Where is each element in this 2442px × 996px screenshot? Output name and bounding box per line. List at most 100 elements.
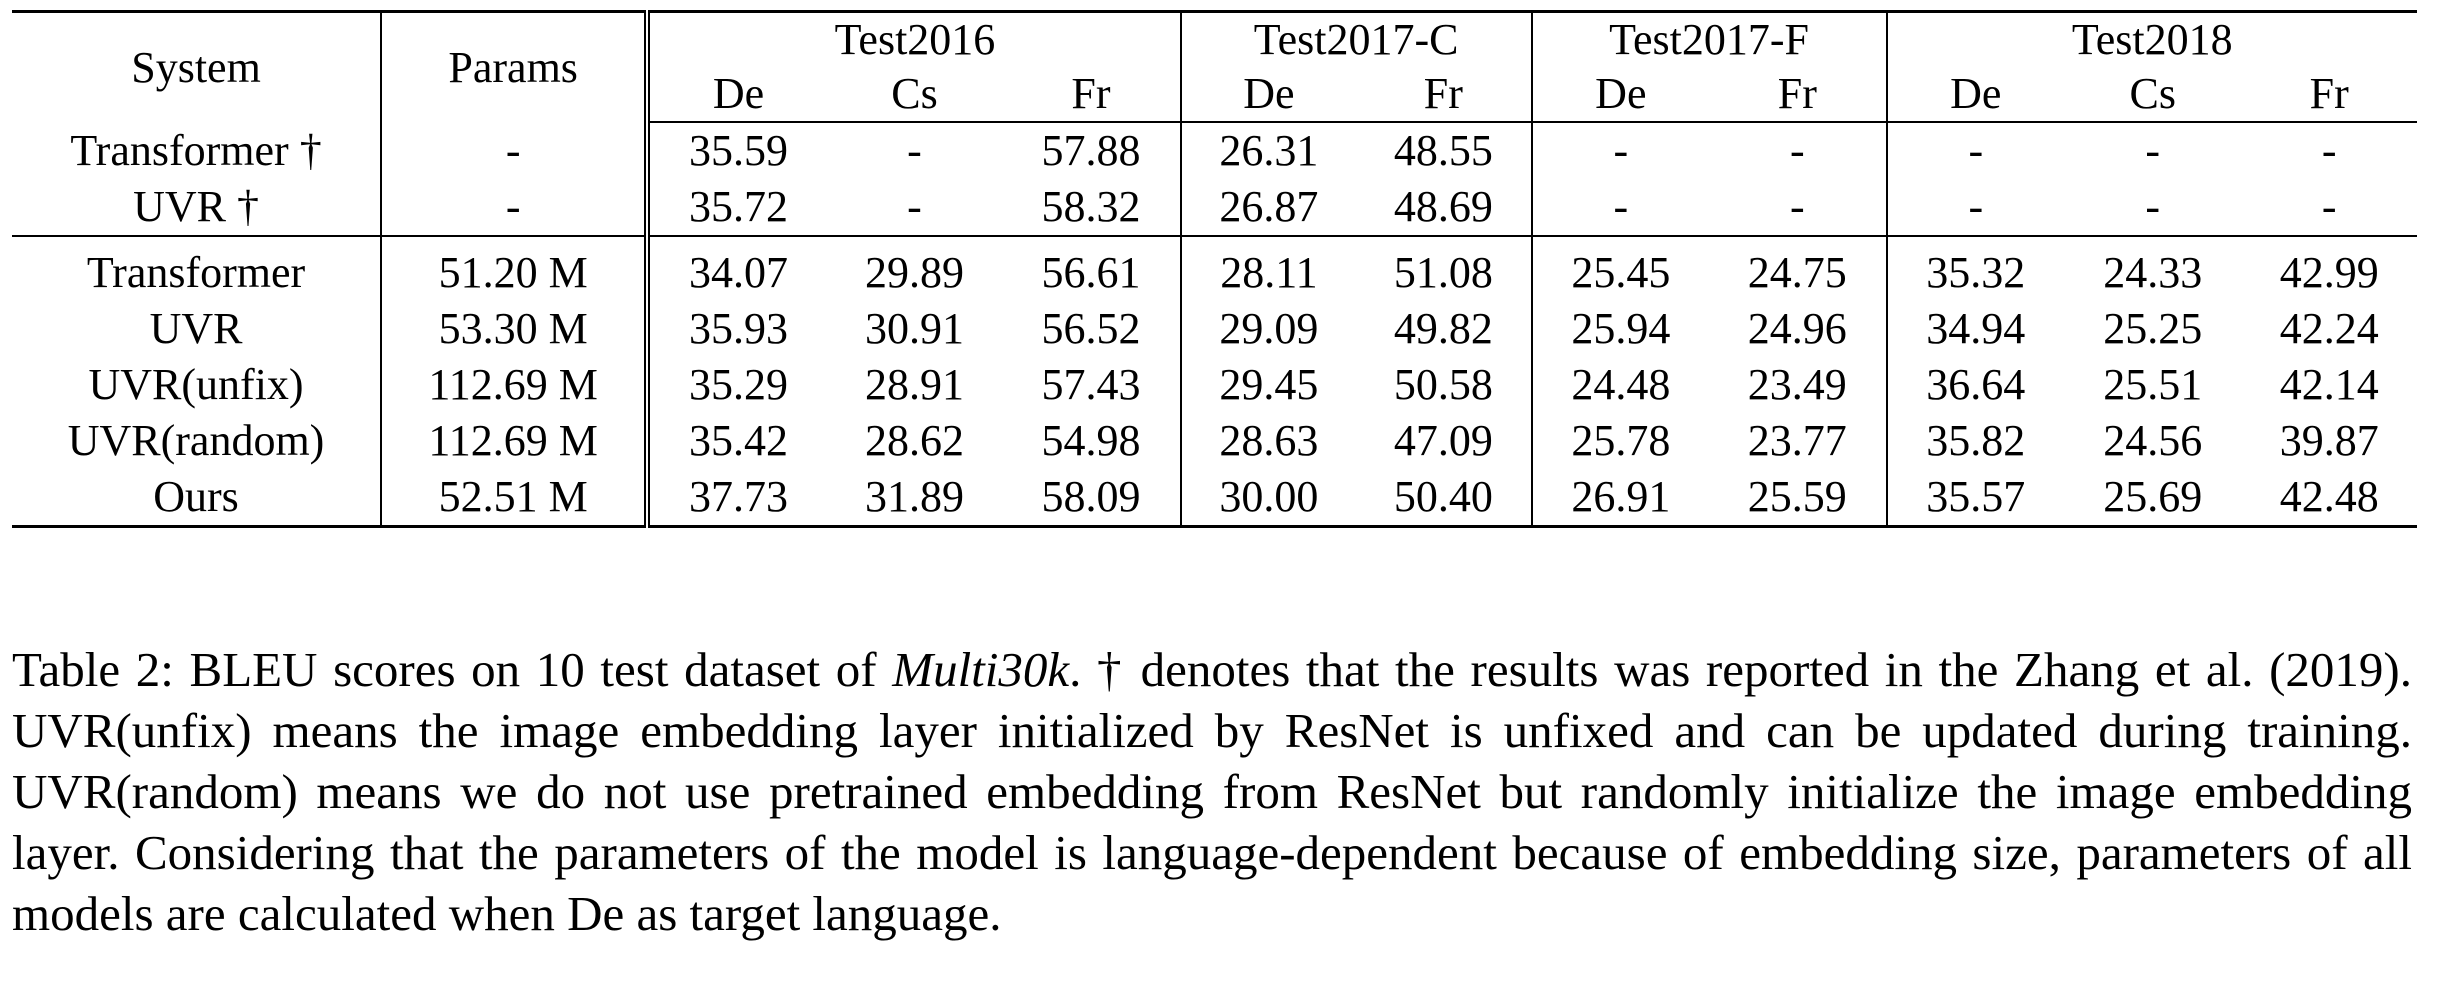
results-table: System Params Test2016 Test2017-C Test20… [12, 10, 2417, 528]
cell-system: UVR(unfix) [12, 357, 383, 413]
header-lang: Fr [1002, 67, 1182, 123]
header-lang: Cs [826, 67, 1003, 123]
cell-score: 58.09 [1002, 469, 1182, 528]
cell-score: 54.98 [1002, 413, 1182, 469]
cell-score: 35.32 [1926, 248, 2026, 297]
cell-params: 112.69 M [381, 357, 651, 413]
cell-score: 25.69 [2064, 469, 2242, 528]
cell-score: 28.62 [864, 416, 964, 465]
cell-score: - [907, 126, 922, 175]
cell-score: 23.77 [1709, 413, 1888, 469]
table-row: UVR(unfix) 112.69 M 35.29 28.91 57.43 29.45 50… [12, 357, 2417, 413]
cell-score: 35.82 [1926, 416, 2026, 465]
cell-params: 51.20 M [381, 236, 651, 301]
main-results-group: Transformer 51.20 M 34.07 29.89 56.61 28.11 51… [12, 236, 2417, 528]
cell-score: 50.58 [1356, 357, 1533, 413]
cell-score: 56.61 [1002, 236, 1182, 301]
cell-score: 29.89 [864, 248, 964, 297]
cell-score: 28.91 [864, 360, 964, 409]
cell-score: 49.82 [1356, 301, 1533, 357]
cell-score: 28.11 [1220, 248, 1318, 297]
table-row: UVR(random) 112.69 M 35.42 28.62 54.98 28.63 4… [12, 413, 2417, 469]
header-lang: De [1886, 67, 2064, 123]
table-row: UVR † -35.72-58.32 26.87 48.69- - - - - [12, 179, 2417, 237]
cell-score: 25.94 [1571, 304, 1671, 353]
header-group-test2017-f: Test2017-F [1531, 10, 1888, 67]
cell-score: - [2064, 179, 2242, 237]
cell-score: 51.08 [1356, 236, 1533, 301]
cell-score: 24.33 [2103, 248, 2203, 297]
cell-score: 26.87 [1180, 179, 1357, 237]
cell-score: - [1613, 126, 1629, 175]
cell-score: 35.57 [1886, 469, 2064, 528]
cell-score: 30.00 [1180, 469, 1357, 528]
cell-score: 47.09 [1356, 413, 1533, 469]
cell-params: - [381, 122, 651, 179]
header-lang: De [1531, 67, 1710, 123]
cell-score: - [2241, 179, 2417, 237]
cell-score: 36.64 [1926, 360, 2026, 409]
cell-score: - [1709, 179, 1888, 237]
header-lang: Cs [2064, 67, 2242, 123]
cell-score: 35.93 [689, 304, 788, 353]
header-lang: Fr [2241, 67, 2417, 123]
cell-score: 35.72 [647, 179, 827, 237]
header-row-languages: De Cs Fr De Fr De Fr De Cs Fr [12, 67, 2417, 123]
cell-score: 23.49 [1709, 357, 1888, 413]
header-group-test2016: Test2016 [647, 10, 1182, 67]
cell-score: 24.96 [1709, 301, 1888, 357]
cell-score: 25.51 [2103, 360, 2203, 409]
cell-score: 35.42 [689, 416, 788, 465]
cell-score: 24.48 [1571, 360, 1671, 409]
cell-score: 35.59 [689, 126, 788, 175]
caption-dataset-name: Multi30k [892, 642, 1070, 697]
cell-score: - [1886, 179, 2064, 237]
header-lang: Fr [1709, 67, 1888, 123]
table-row: UVR 53.30 M 35.93 30.91 56.52 29.09 49.82 25.94… [12, 301, 2417, 357]
cell-score: 42.14 [2279, 360, 2379, 409]
cell-score: 28.63 [1219, 416, 1319, 465]
cell-score: - [2145, 126, 2161, 175]
cell-score: 26.91 [1531, 469, 1710, 528]
cell-score: 50.40 [1356, 469, 1533, 528]
cell-system: UVR(random) [12, 413, 383, 469]
cell-score: 48.69 [1356, 179, 1533, 237]
cell-score: 25.45 [1571, 248, 1671, 297]
cell-score: 37.73 [647, 469, 827, 528]
header-system: System [12, 10, 383, 122]
header-params: Params [381, 10, 651, 122]
table-row: Ours 52.51 M 37.73 31.89 58.09 30.00 50.40 26.9… [12, 469, 2417, 528]
cell-score: 57.43 [1002, 357, 1182, 413]
cell-params: 112.69 M [381, 413, 651, 469]
cell-score: 56.52 [1002, 301, 1182, 357]
table-row: Transformer † -35.59-57.88 26.31 48.55- - - - - [12, 122, 2417, 179]
cell-score: 31.89 [826, 469, 1003, 528]
cell-system: UVR [12, 301, 383, 357]
cell-score: 24.75 [1709, 236, 1888, 301]
cell-score: 34.07 [689, 248, 788, 297]
table-header: System Params Test2016 Test2017-C Test20… [12, 10, 2417, 123]
cell-score: 42.48 [2241, 469, 2417, 528]
cell-score: 26.31 [1219, 126, 1319, 175]
cell-system: Transformer † [12, 122, 383, 179]
cell-score: 29.45 [1219, 360, 1319, 409]
table-row: Transformer 51.20 M 34.07 29.89 56.61 28.11 51… [12, 236, 2417, 301]
cell-score: - [826, 179, 1003, 237]
cell-params: 52.51 M [381, 469, 651, 528]
cell-system: Ours [12, 469, 383, 528]
cell-score: 57.88 [1002, 122, 1182, 179]
cell-score: - [1709, 122, 1888, 179]
header-row-groups: System Params Test2016 Test2017-C Test20… [12, 10, 2417, 122]
cell-params: - [381, 179, 651, 237]
cell-score: 42.99 [2279, 248, 2379, 297]
cell-score: 24.56 [2103, 416, 2203, 465]
caption-part-2: . † denotes that the results was reporte… [12, 642, 2412, 941]
caption-part-1: Table 2: BLEU scores on 10 test dataset … [12, 642, 893, 697]
cell-score: 29.09 [1219, 304, 1319, 353]
cell-system: Transformer [12, 236, 383, 301]
cell-score: 25.59 [1709, 469, 1888, 528]
cell-score: 39.87 [2279, 416, 2379, 465]
cell-system: UVR † [12, 179, 383, 237]
cell-score: - [1968, 126, 1984, 175]
